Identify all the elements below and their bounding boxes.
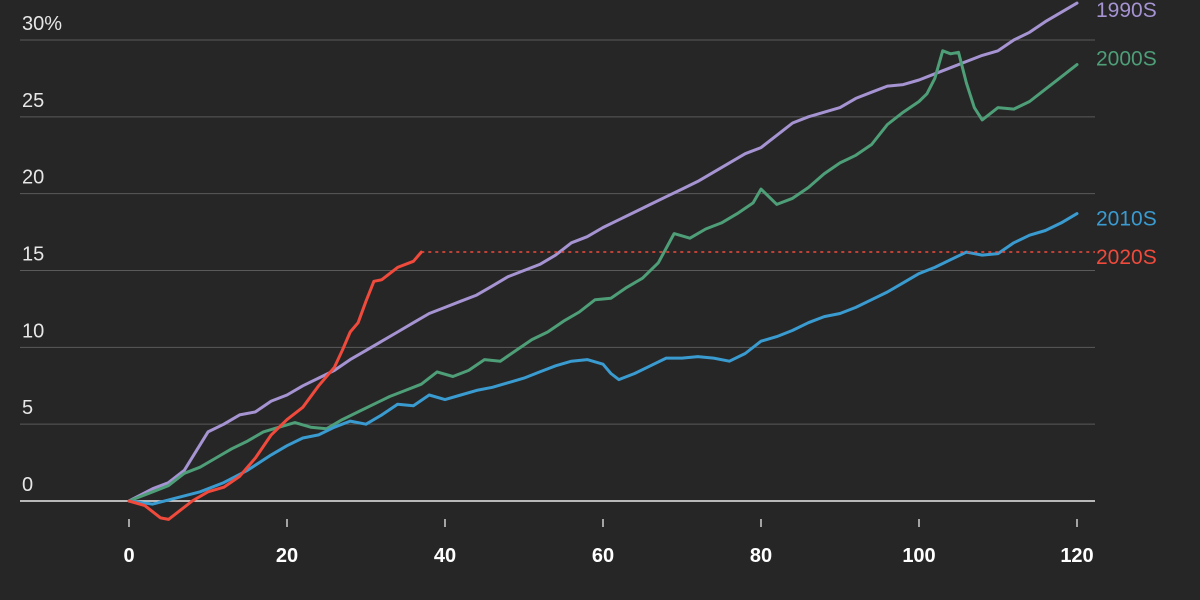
- y-axis-ticks: 0 5 10 15 20 25 30%: [22, 13, 62, 496]
- x-tick-label: 0: [123, 545, 134, 567]
- series-line-2020s: [127, 250, 423, 521]
- y-tick-label: 15: [22, 244, 44, 266]
- y-tick-label: 5: [22, 397, 33, 419]
- x-tick-label: 60: [592, 545, 614, 567]
- y-tick-label: 30%: [22, 13, 62, 35]
- x-tick-label: 100: [902, 545, 935, 567]
- x-tick-label: 80: [750, 545, 772, 567]
- gridlines: [20, 39, 1095, 425]
- y-tick-label: 10: [22, 320, 44, 342]
- x-axis: 0 20 40 60 80 100 120: [20, 500, 1095, 567]
- series-line-2000s: [127, 49, 1079, 503]
- series-label-2010s: 2010S: [1096, 208, 1157, 231]
- series-labels: 1990S 2000S 2010S 2020S: [1096, 0, 1157, 269]
- x-tick-label: 20: [276, 545, 298, 567]
- x-tick-label: 120: [1060, 545, 1093, 567]
- series-label-1990s: 1990S: [1096, 0, 1157, 22]
- y-tick-label: 25: [22, 90, 44, 112]
- y-tick-label: 20: [22, 167, 44, 189]
- series-lines: [127, 1, 1095, 521]
- series-line-2010s: [127, 212, 1079, 506]
- x-tick-label: 40: [434, 545, 456, 567]
- series-label-2020s: 2020S: [1096, 246, 1157, 269]
- series-line-1990s: [127, 1, 1079, 503]
- y-tick-label: 0: [22, 474, 33, 496]
- series-label-2000s: 2000S: [1096, 48, 1157, 71]
